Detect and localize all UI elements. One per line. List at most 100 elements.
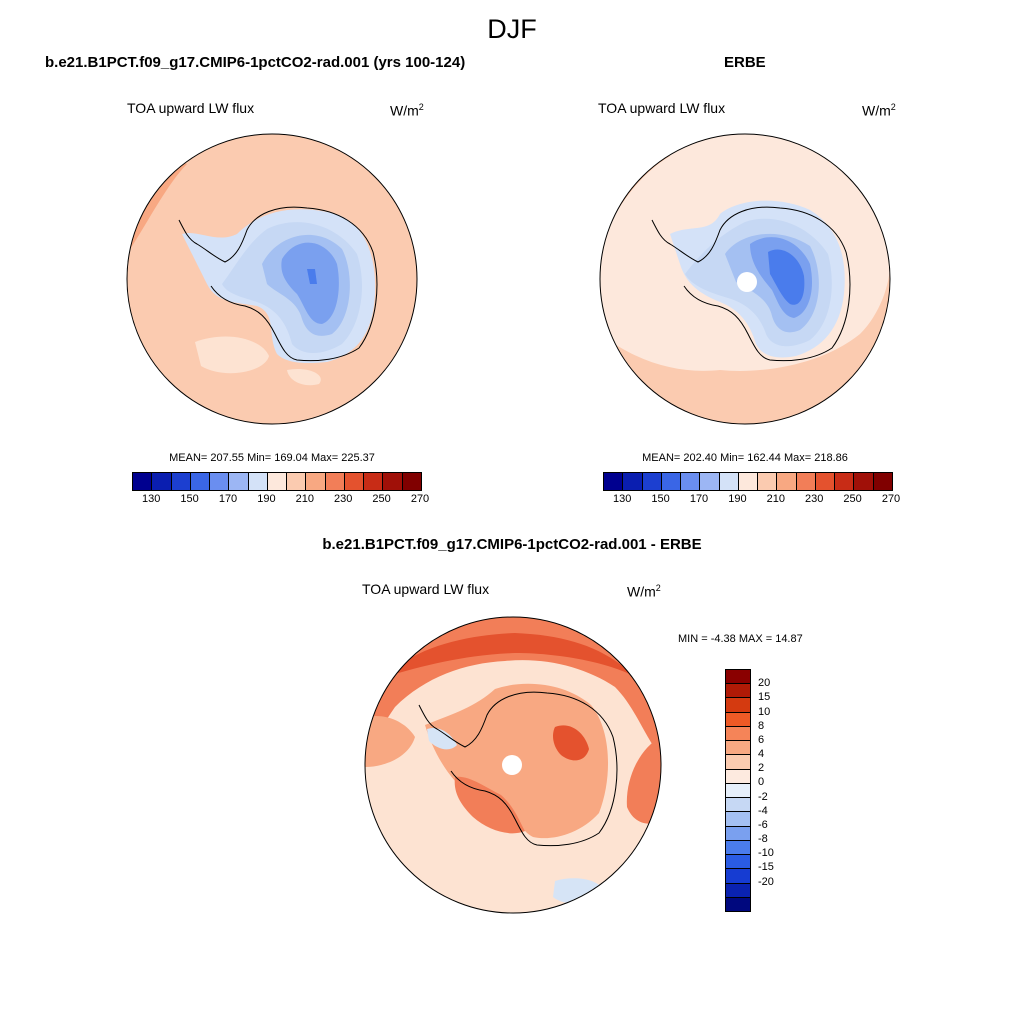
- obs-units: W/m2: [862, 102, 896, 119]
- model-ocean-light-patch: [195, 336, 269, 374]
- diff-antarctica-hot2: [553, 725, 589, 761]
- diff-north-warmer: [385, 633, 635, 677]
- colorbar-tick-label: 15: [758, 691, 771, 704]
- figure-title: DJF: [487, 14, 537, 44]
- colorbar-tick-label: 190: [728, 493, 747, 505]
- colorbar-swatch: [815, 473, 836, 490]
- colorbar-swatch: [726, 698, 750, 713]
- diff-variable-label: TOA upward LW flux: [362, 581, 490, 597]
- colorbar-tick-label: -8: [758, 833, 768, 846]
- colorbar-swatch: [726, 812, 750, 827]
- colorbar-swatch: [738, 473, 759, 490]
- colorbar-swatch: [364, 473, 384, 490]
- colorbar-tick-label: -6: [758, 818, 768, 831]
- colorbar-swatch: [726, 855, 750, 870]
- colorbar-swatch: [726, 712, 750, 727]
- model-stats: MEAN= 207.55 Min= 169.04 Max= 225.37: [169, 452, 375, 464]
- colorbar-tick-label: -10: [758, 847, 774, 860]
- colorbar-tick-label: 250: [372, 493, 391, 505]
- model-case-title: b.e21.B1PCT.f09_g17.CMIP6-1pctCO2-rad.00…: [45, 54, 466, 71]
- diff-units: W/m2: [627, 583, 661, 600]
- colorbar-tick-label: 270: [881, 493, 901, 505]
- colorbar-swatch: [726, 897, 750, 911]
- colorbar-swatch: [726, 798, 750, 813]
- colorbar-swatch: [152, 473, 172, 490]
- colorbar-swatch: [726, 684, 750, 699]
- model-colorbar: [132, 472, 422, 491]
- model-map: [126, 133, 418, 425]
- colorbar-swatch: [726, 883, 750, 898]
- obs-pole-hole: [737, 272, 757, 292]
- colorbar-tick-label: 170: [689, 493, 709, 505]
- colorbar-swatch: [287, 473, 307, 490]
- diff-case-title: b.e21.B1PCT.f09_g17.CMIP6-1pctCO2-rad.00…: [322, 536, 702, 553]
- colorbar-swatch: [726, 769, 750, 784]
- colorbar-tick-label: 250: [843, 493, 862, 505]
- colorbar-tick-label: 8: [758, 719, 765, 732]
- diff-stats: MIN = -4.38 MAX = 14.87: [678, 633, 803, 645]
- colorbar-tick-label: 210: [766, 493, 785, 505]
- colorbar-tick-label: 170: [218, 493, 238, 505]
- colorbar-tick-label: -20: [758, 875, 774, 888]
- obs-ocean-ring: [600, 264, 890, 424]
- colorbar-tick-label: 150: [651, 493, 670, 505]
- colorbar-tick-label: 150: [180, 493, 199, 505]
- colorbar-swatch: [873, 473, 892, 490]
- colorbar-swatch: [325, 473, 345, 490]
- colorbar-swatch: [777, 473, 797, 490]
- colorbar-swatch: [726, 741, 750, 756]
- model-units: W/m2: [390, 102, 424, 119]
- colorbar-tick-label: -4: [758, 804, 768, 817]
- colorbar-swatch: [719, 473, 739, 490]
- colorbar-swatch: [344, 473, 365, 490]
- colorbar-swatch: [796, 473, 816, 490]
- colorbar-tick-label: 130: [613, 493, 632, 505]
- colorbar-tick-label: 230: [334, 493, 353, 505]
- colorbar-swatch: [642, 473, 662, 490]
- diff-coastline: [418, 691, 618, 847]
- colorbar-swatch: [229, 473, 249, 490]
- colorbar-tick-label: 4: [758, 748, 765, 761]
- model-antarctica-deep: [307, 269, 317, 284]
- colorbar-swatch: [854, 473, 874, 490]
- colorbar-swatch: [623, 473, 643, 490]
- colorbar-tick-label: 20: [758, 677, 771, 690]
- colorbar-tick-label: 190: [257, 493, 276, 505]
- colorbar-tick-label: 230: [805, 493, 824, 505]
- colorbar-swatch: [835, 473, 855, 490]
- obs-case-title: ERBE: [724, 54, 766, 71]
- obs-map: [599, 133, 891, 425]
- diff-colorbar: [725, 669, 751, 912]
- colorbar-swatch: [681, 473, 701, 490]
- colorbar-swatch: [726, 783, 750, 799]
- diff-cool-patch-w: [427, 727, 457, 750]
- diff-map: [364, 616, 662, 914]
- colorbar-swatch: [306, 473, 326, 490]
- colorbar-swatch: [604, 473, 624, 490]
- obs-antarctica-deep: [768, 249, 805, 305]
- colorbar-tick-label: 130: [142, 493, 161, 505]
- colorbar-swatch: [726, 869, 750, 884]
- colorbar-swatch: [726, 726, 750, 742]
- colorbar-tick-label: 270: [410, 493, 430, 505]
- model-ocean-light-patch2: [287, 368, 321, 386]
- colorbar-swatch: [248, 473, 268, 490]
- diff-west-warm: [365, 715, 415, 767]
- obs-variable-label: TOA upward LW flux: [598, 100, 726, 116]
- colorbar-swatch: [726, 755, 750, 770]
- colorbar-swatch: [402, 473, 421, 490]
- colorbar-tick-label: 0: [758, 776, 765, 789]
- colorbar-swatch: [758, 473, 778, 490]
- colorbar-tick-label: 210: [295, 493, 314, 505]
- model-variable-label: TOA upward LW flux: [127, 100, 255, 116]
- obs-coastline: [651, 206, 851, 362]
- colorbar-swatch: [726, 670, 750, 685]
- colorbar-swatch: [700, 473, 720, 490]
- colorbar-swatch: [726, 840, 750, 856]
- colorbar-swatch: [661, 473, 682, 490]
- colorbar-swatch: [171, 473, 191, 490]
- obs-stats: MEAN= 202.40 Min= 162.44 Max= 218.86: [642, 452, 848, 464]
- diff-antarctica-hot: [454, 776, 525, 834]
- colorbar-swatch: [383, 473, 403, 490]
- model-colorbar-ticks: 130 150 170 190 210 230 250 270: [132, 493, 429, 507]
